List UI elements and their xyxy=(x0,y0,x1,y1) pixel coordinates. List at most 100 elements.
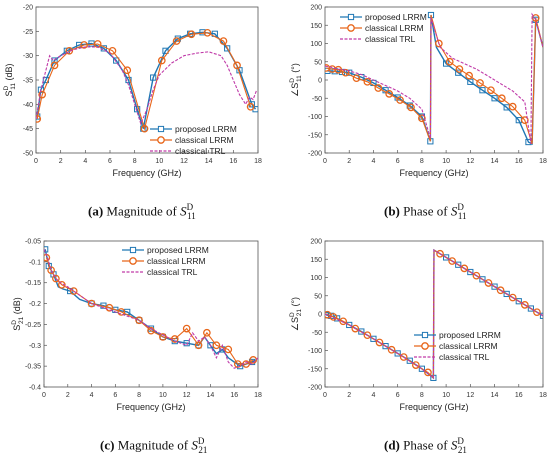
x-axis-label: Frequency (GHz) xyxy=(399,402,468,412)
chart-panel-3: 0 2 4 6 8 10 12 14 16 18 -0.4 -0.35 -0.3 -0.25 -0.2 -0.… xyxy=(11,239,262,413)
data-point xyxy=(503,290,510,298)
data-point xyxy=(339,317,348,326)
chart-panel-1: 0 2 4 6 8 10 12 14 16 18 -50 -45 -40 -35 -30 -25 -20 Freq… xyxy=(3,5,262,179)
data-point xyxy=(113,57,120,64)
plot-frame xyxy=(43,240,259,388)
data-point xyxy=(411,361,420,369)
y-tick-label: -40 xyxy=(23,102,33,109)
y-tick-label: 0 xyxy=(318,312,322,319)
x-tick-label: 6 xyxy=(396,392,400,399)
data-point xyxy=(117,308,126,316)
x-tick-label: 4 xyxy=(371,392,375,399)
x-tick-label: 10 xyxy=(155,158,163,165)
data-point xyxy=(341,68,350,77)
data-point xyxy=(434,39,443,48)
data-point xyxy=(385,90,394,98)
x-tick-label: 8 xyxy=(133,158,137,165)
y-tick-label: -50 xyxy=(312,330,322,337)
data-point xyxy=(424,368,432,377)
data-point xyxy=(445,57,454,66)
x-tick-label: 16 xyxy=(515,158,523,165)
data-point xyxy=(460,264,469,273)
legend-label: classical LRRM xyxy=(147,256,206,266)
y-tick-label: 50 xyxy=(314,59,322,66)
legend-marker xyxy=(157,136,165,144)
data-point xyxy=(491,283,498,290)
y-tick-label: -50 xyxy=(23,151,33,158)
caption-c: (c) Magnitude of SD21 xyxy=(100,436,208,455)
x-tick-label: 4 xyxy=(83,158,87,165)
x-tick-label: 8 xyxy=(420,158,424,165)
data-point xyxy=(443,254,450,261)
data-point xyxy=(249,356,258,364)
data-point xyxy=(87,299,96,308)
plot-area xyxy=(325,248,543,381)
y-tick-label: -0.15 xyxy=(25,280,41,287)
x-tick-label: 14 xyxy=(205,158,213,165)
x-tick-label: 16 xyxy=(515,392,523,399)
data-point xyxy=(352,74,361,83)
legend-marker xyxy=(129,246,137,254)
x-tick-label: 14 xyxy=(491,392,499,399)
data-point xyxy=(479,276,486,283)
legend-label: classical TRL xyxy=(147,267,198,277)
x-tick-label: 2 xyxy=(66,392,70,399)
x-tick-label: 0 xyxy=(323,392,327,399)
data-point xyxy=(370,335,377,342)
y-axis-label: SD21 (dB) xyxy=(11,297,25,330)
y-tick-label: 100 xyxy=(310,41,322,48)
x-tick-label: 6 xyxy=(108,158,112,165)
data-point xyxy=(162,47,169,54)
data-point xyxy=(539,312,543,319)
x-tick-label: 12 xyxy=(466,392,474,399)
data-point xyxy=(65,46,74,55)
x-tick-label: 14 xyxy=(207,392,215,399)
y-tick-label: -35 xyxy=(23,78,33,85)
x-tick-label: 16 xyxy=(229,158,237,165)
y-tick-label: -50 xyxy=(312,96,322,103)
series-line-1 xyxy=(326,248,543,380)
data-point xyxy=(105,303,114,312)
data-point xyxy=(508,293,517,302)
data-point xyxy=(203,28,212,37)
x-tick-label: 0 xyxy=(42,392,46,399)
data-point xyxy=(38,90,47,99)
series-line-1 xyxy=(36,31,257,129)
data-point xyxy=(157,56,166,65)
x-tick-label: 2 xyxy=(59,158,63,165)
x-axis-label: Frequency (GHz) xyxy=(399,168,468,178)
legend-marker xyxy=(347,24,355,32)
series-line-3 xyxy=(325,249,543,380)
series-line-2 xyxy=(45,257,254,365)
data-point xyxy=(76,41,83,49)
y-tick-label: -200 xyxy=(308,151,322,158)
x-tick-label: 10 xyxy=(442,158,450,165)
data-point xyxy=(358,328,365,335)
data-point xyxy=(455,261,462,268)
legend-marker xyxy=(421,342,429,350)
data-point xyxy=(135,316,143,325)
x-tick-label: 10 xyxy=(442,392,450,399)
data-point xyxy=(387,345,396,354)
x-tick-label: 16 xyxy=(230,392,238,399)
legend-label: proposed LRRM xyxy=(175,124,237,134)
data-point xyxy=(212,341,221,350)
data-point xyxy=(334,65,343,74)
data-point xyxy=(150,74,157,81)
data-point xyxy=(187,30,196,39)
legend-marker xyxy=(347,13,355,21)
caption-b: (b) Phase of SD11 xyxy=(384,202,467,221)
legend-marker xyxy=(157,125,165,133)
data-point xyxy=(134,106,141,113)
data-point xyxy=(69,287,78,295)
data-point xyxy=(237,363,244,370)
plot-area xyxy=(36,28,258,133)
x-tick-label: 18 xyxy=(254,158,262,165)
y-tick-label: -200 xyxy=(308,385,322,392)
data-point xyxy=(520,301,529,309)
data-point xyxy=(533,308,541,317)
x-tick-label: 6 xyxy=(113,392,117,399)
